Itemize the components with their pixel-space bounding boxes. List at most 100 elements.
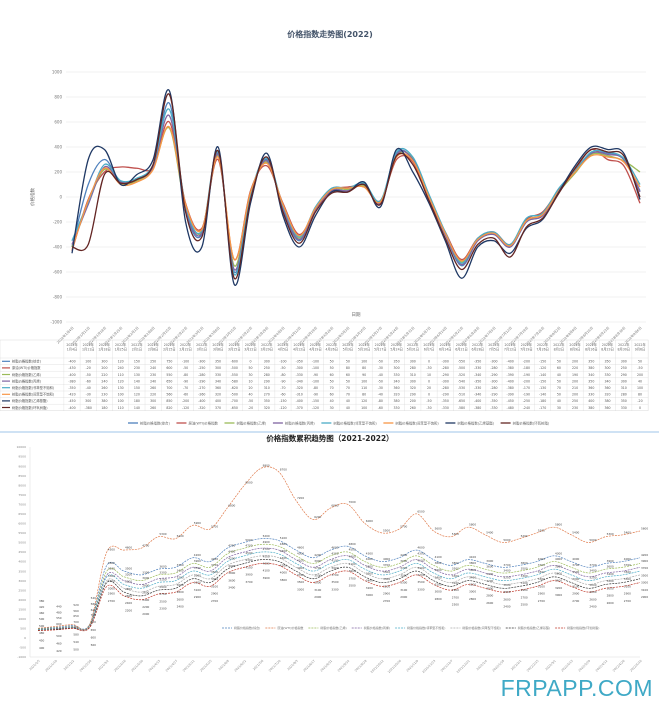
- table-cell: -120: [539, 366, 546, 370]
- x-tick-label: 2022年9月6日: [623, 325, 642, 344]
- table-header-cell: 2022年 1月18日: [98, 342, 111, 352]
- data-label: 440: [56, 605, 62, 609]
- table-cell: 230: [150, 373, 156, 377]
- data-label: 2800: [589, 590, 596, 594]
- table-cell: -540: [458, 379, 465, 383]
- table-cell: -380: [85, 406, 92, 410]
- table-cell: 350: [588, 379, 594, 383]
- table-cell: -200: [523, 360, 530, 364]
- table-cell: -120: [312, 406, 319, 410]
- data-label: 420: [56, 649, 62, 653]
- table-cell: -280: [490, 386, 497, 390]
- data-label: 3900: [297, 566, 304, 570]
- data-label: 3100: [624, 584, 631, 588]
- legend-label: 树脂价格指数(间苯型不饱和): [462, 625, 500, 630]
- table-header-line: 2022年: [358, 342, 370, 347]
- data-label: 2900: [572, 592, 579, 596]
- data-label: 3100: [314, 588, 321, 592]
- table-header-cell: 2022年 1月11日: [82, 342, 95, 352]
- legend-label: 树脂价格指数(环氧树脂): [567, 625, 599, 630]
- table-cell: 550: [166, 373, 172, 377]
- table-header-line: 2022年: [537, 342, 549, 347]
- y-tick-label: 10000: [16, 445, 26, 449]
- y-tick-label: 0: [59, 195, 62, 200]
- table-header-cell: 2022年 6月28日: [471, 342, 484, 352]
- table-cell: 250: [264, 366, 270, 370]
- watermark: FRPAPP.COM: [500, 675, 653, 701]
- table-cell: -280: [490, 366, 497, 370]
- table-cell: 340: [604, 379, 610, 383]
- table-cell: -40: [378, 373, 383, 377]
- table-header-line: 2022年: [634, 342, 646, 347]
- data-label: 2400: [125, 601, 132, 605]
- data-label: 700: [73, 620, 79, 624]
- table-cell: -390: [507, 393, 514, 397]
- series-line: [37, 543, 641, 631]
- table-cell: -520: [458, 373, 465, 377]
- data-label: 4800: [349, 542, 356, 546]
- table-cell: -190: [523, 393, 530, 397]
- table-header-cell: 2022年 8月2日: [553, 342, 565, 352]
- table-header-line: 1月18日: [98, 348, 110, 352]
- data-label: 3200: [435, 583, 442, 587]
- data-label: 3700: [331, 573, 338, 577]
- y-tick-label: -800: [53, 295, 63, 300]
- data-label: 3500: [314, 573, 321, 577]
- table-cell: -30: [86, 393, 91, 397]
- data-label: 2800: [125, 587, 132, 591]
- data-label: 3400: [469, 575, 476, 579]
- legend-label: 原油(WTI)价格指数: [277, 625, 303, 630]
- table-cell: -430: [68, 366, 75, 370]
- table-cell: 330: [394, 406, 400, 410]
- table-cell: -350: [68, 386, 75, 390]
- data-label: 4100: [263, 569, 270, 573]
- data-label: 3100: [383, 584, 390, 588]
- table-cell: -70: [280, 386, 285, 390]
- data-label: 2900: [194, 595, 201, 599]
- table-cell: 300: [410, 360, 416, 364]
- data-label: 3300: [572, 577, 579, 581]
- series-line: [71, 108, 641, 276]
- y-axis-title: 价格指数: [29, 188, 36, 206]
- data-label: 4100: [349, 562, 356, 566]
- data-label: 2900: [159, 585, 166, 589]
- table-header-line: 4月5日: [278, 348, 288, 352]
- table-cell: -80: [378, 399, 383, 403]
- legend-label: 树脂价格指数(综合): [140, 420, 170, 425]
- table-header-cell: 2022年 5月3日: [342, 342, 354, 352]
- data-label: 2600: [486, 601, 493, 605]
- table-cell: -60: [378, 406, 383, 410]
- table-cell: 50: [330, 366, 334, 370]
- table-header-cell: 2022年 1月25日: [114, 342, 127, 352]
- table-header-cell: 2022年 7月26日: [536, 342, 549, 352]
- legend: 树脂价格指数(综合) 原油(WTI)价格指数 树脂价格指数(乙烯) 树脂价格指数(丙烯…: [222, 625, 599, 630]
- table-cell: -290: [490, 393, 497, 397]
- table-header-cell: 2022年 4月12日: [293, 342, 306, 352]
- data-label: 2600: [589, 597, 596, 601]
- table-header-line: 5月17日: [374, 348, 386, 352]
- data-label: 2800: [503, 590, 510, 594]
- data-label: 5000: [503, 538, 510, 542]
- table-cell: 200: [572, 393, 578, 397]
- data-label: 6800: [331, 504, 338, 508]
- data-label: 3100: [211, 584, 218, 588]
- data-label: 4100: [331, 559, 338, 563]
- y-tick-label: -200: [53, 220, 63, 225]
- table-cell: 50: [248, 366, 252, 370]
- table-cell: -290: [442, 393, 449, 397]
- data-label: 5200: [521, 534, 528, 538]
- table-cell: 260: [150, 406, 156, 410]
- table-cell: -320: [198, 406, 205, 410]
- table-header-line: 8月2日: [554, 348, 564, 352]
- data-label: 3300: [521, 574, 528, 578]
- table-cell: 120: [134, 393, 140, 397]
- data-label: 3100: [452, 581, 459, 585]
- data-label: 4900: [263, 540, 270, 544]
- table-cell: -60: [86, 379, 91, 383]
- table-header-line: 2022年: [326, 342, 338, 347]
- table-cell: -400: [68, 406, 75, 410]
- data-label: 3300: [417, 587, 424, 591]
- table-cell: 310: [621, 386, 627, 390]
- table-cell: -300: [490, 360, 497, 364]
- data-label: 3800: [521, 561, 528, 565]
